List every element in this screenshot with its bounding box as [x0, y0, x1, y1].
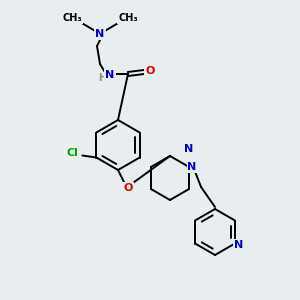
Text: N: N — [234, 239, 244, 250]
Text: N: N — [184, 144, 194, 154]
Text: N: N — [105, 70, 115, 80]
Text: H: H — [98, 73, 106, 83]
Text: O: O — [145, 66, 155, 76]
Text: CH₃: CH₃ — [118, 13, 138, 23]
Text: O: O — [123, 183, 133, 193]
Text: N: N — [95, 29, 105, 39]
Text: N: N — [188, 162, 197, 172]
Text: Cl: Cl — [66, 148, 78, 158]
Text: CH₃: CH₃ — [62, 13, 82, 23]
